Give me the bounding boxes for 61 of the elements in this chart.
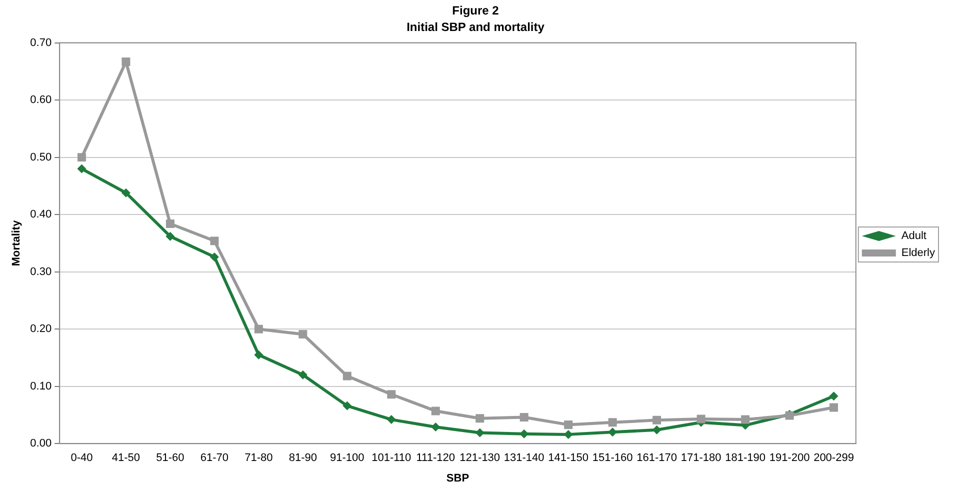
- x-tick-label: 141-150: [548, 452, 589, 464]
- x-axis-title: SBP: [446, 472, 470, 484]
- y-tick-label: 0.00: [30, 438, 52, 450]
- point: [830, 403, 838, 412]
- point: [476, 414, 484, 423]
- point: [386, 415, 396, 424]
- x-tick-label: 0-40: [70, 452, 93, 464]
- y-tick-label: 0.40: [30, 208, 52, 221]
- y-tick-label: 0.60: [30, 94, 52, 106]
- chart-subtitle: Initial SBP and mortality: [406, 20, 545, 34]
- point: [210, 236, 219, 246]
- y-tick-label: 0.20: [30, 323, 52, 336]
- point: [829, 392, 838, 401]
- point: [431, 406, 440, 416]
- x-tick-label: 121-130: [460, 452, 500, 464]
- point: [166, 232, 175, 241]
- x-tick-label: 41-50: [112, 452, 140, 464]
- point: [608, 418, 617, 427]
- x-tick-label: 111-120: [416, 452, 455, 464]
- y-axis-title: Mortality: [10, 219, 23, 266]
- point: [696, 414, 706, 424]
- y-tick-label: 0.10: [30, 380, 52, 392]
- point: [122, 57, 130, 66]
- x-tick-label: 161-170: [636, 452, 677, 464]
- x-tick-label: 61-70: [200, 452, 229, 464]
- point: [652, 425, 662, 434]
- point: [254, 324, 263, 334]
- y-tick-label: 0.70: [30, 36, 52, 49]
- legend-label: Elderly: [901, 247, 936, 260]
- x-tick-label: 200-299: [814, 452, 854, 464]
- point: [166, 219, 174, 228]
- x-tick-label: 81-90: [288, 452, 317, 464]
- x-tick-label: 191-200: [769, 452, 810, 464]
- y-tick-label: 0.50: [30, 151, 52, 164]
- x-tick-label: 171-180: [680, 452, 722, 464]
- point: [77, 153, 86, 162]
- point: [652, 416, 662, 424]
- point: [77, 164, 86, 174]
- point: [210, 252, 219, 262]
- point: [475, 428, 484, 438]
- point: [342, 372, 352, 380]
- point: [254, 350, 264, 360]
- point: [431, 422, 440, 432]
- y-tick-label: 0.30: [30, 266, 52, 278]
- x-tick-label: 71-80: [244, 452, 273, 464]
- point: [520, 413, 528, 422]
- x-tick-label: 181-190: [725, 452, 766, 464]
- point: [298, 330, 308, 338]
- point: [298, 370, 308, 380]
- point: [564, 420, 573, 429]
- point: [741, 415, 750, 424]
- point: [121, 188, 130, 198]
- x-tick-label: 91-100: [330, 452, 364, 464]
- point: [387, 390, 396, 399]
- chart-title: Figure 2: [452, 4, 500, 18]
- x-tick-label: 51-60: [156, 452, 184, 464]
- point: [342, 401, 352, 410]
- x-tick-label: 151-160: [592, 452, 633, 464]
- x-tick-label: 131-140: [504, 452, 544, 464]
- legend-label: Adult: [901, 230, 926, 242]
- x-tick-label: 101-110: [372, 452, 412, 464]
